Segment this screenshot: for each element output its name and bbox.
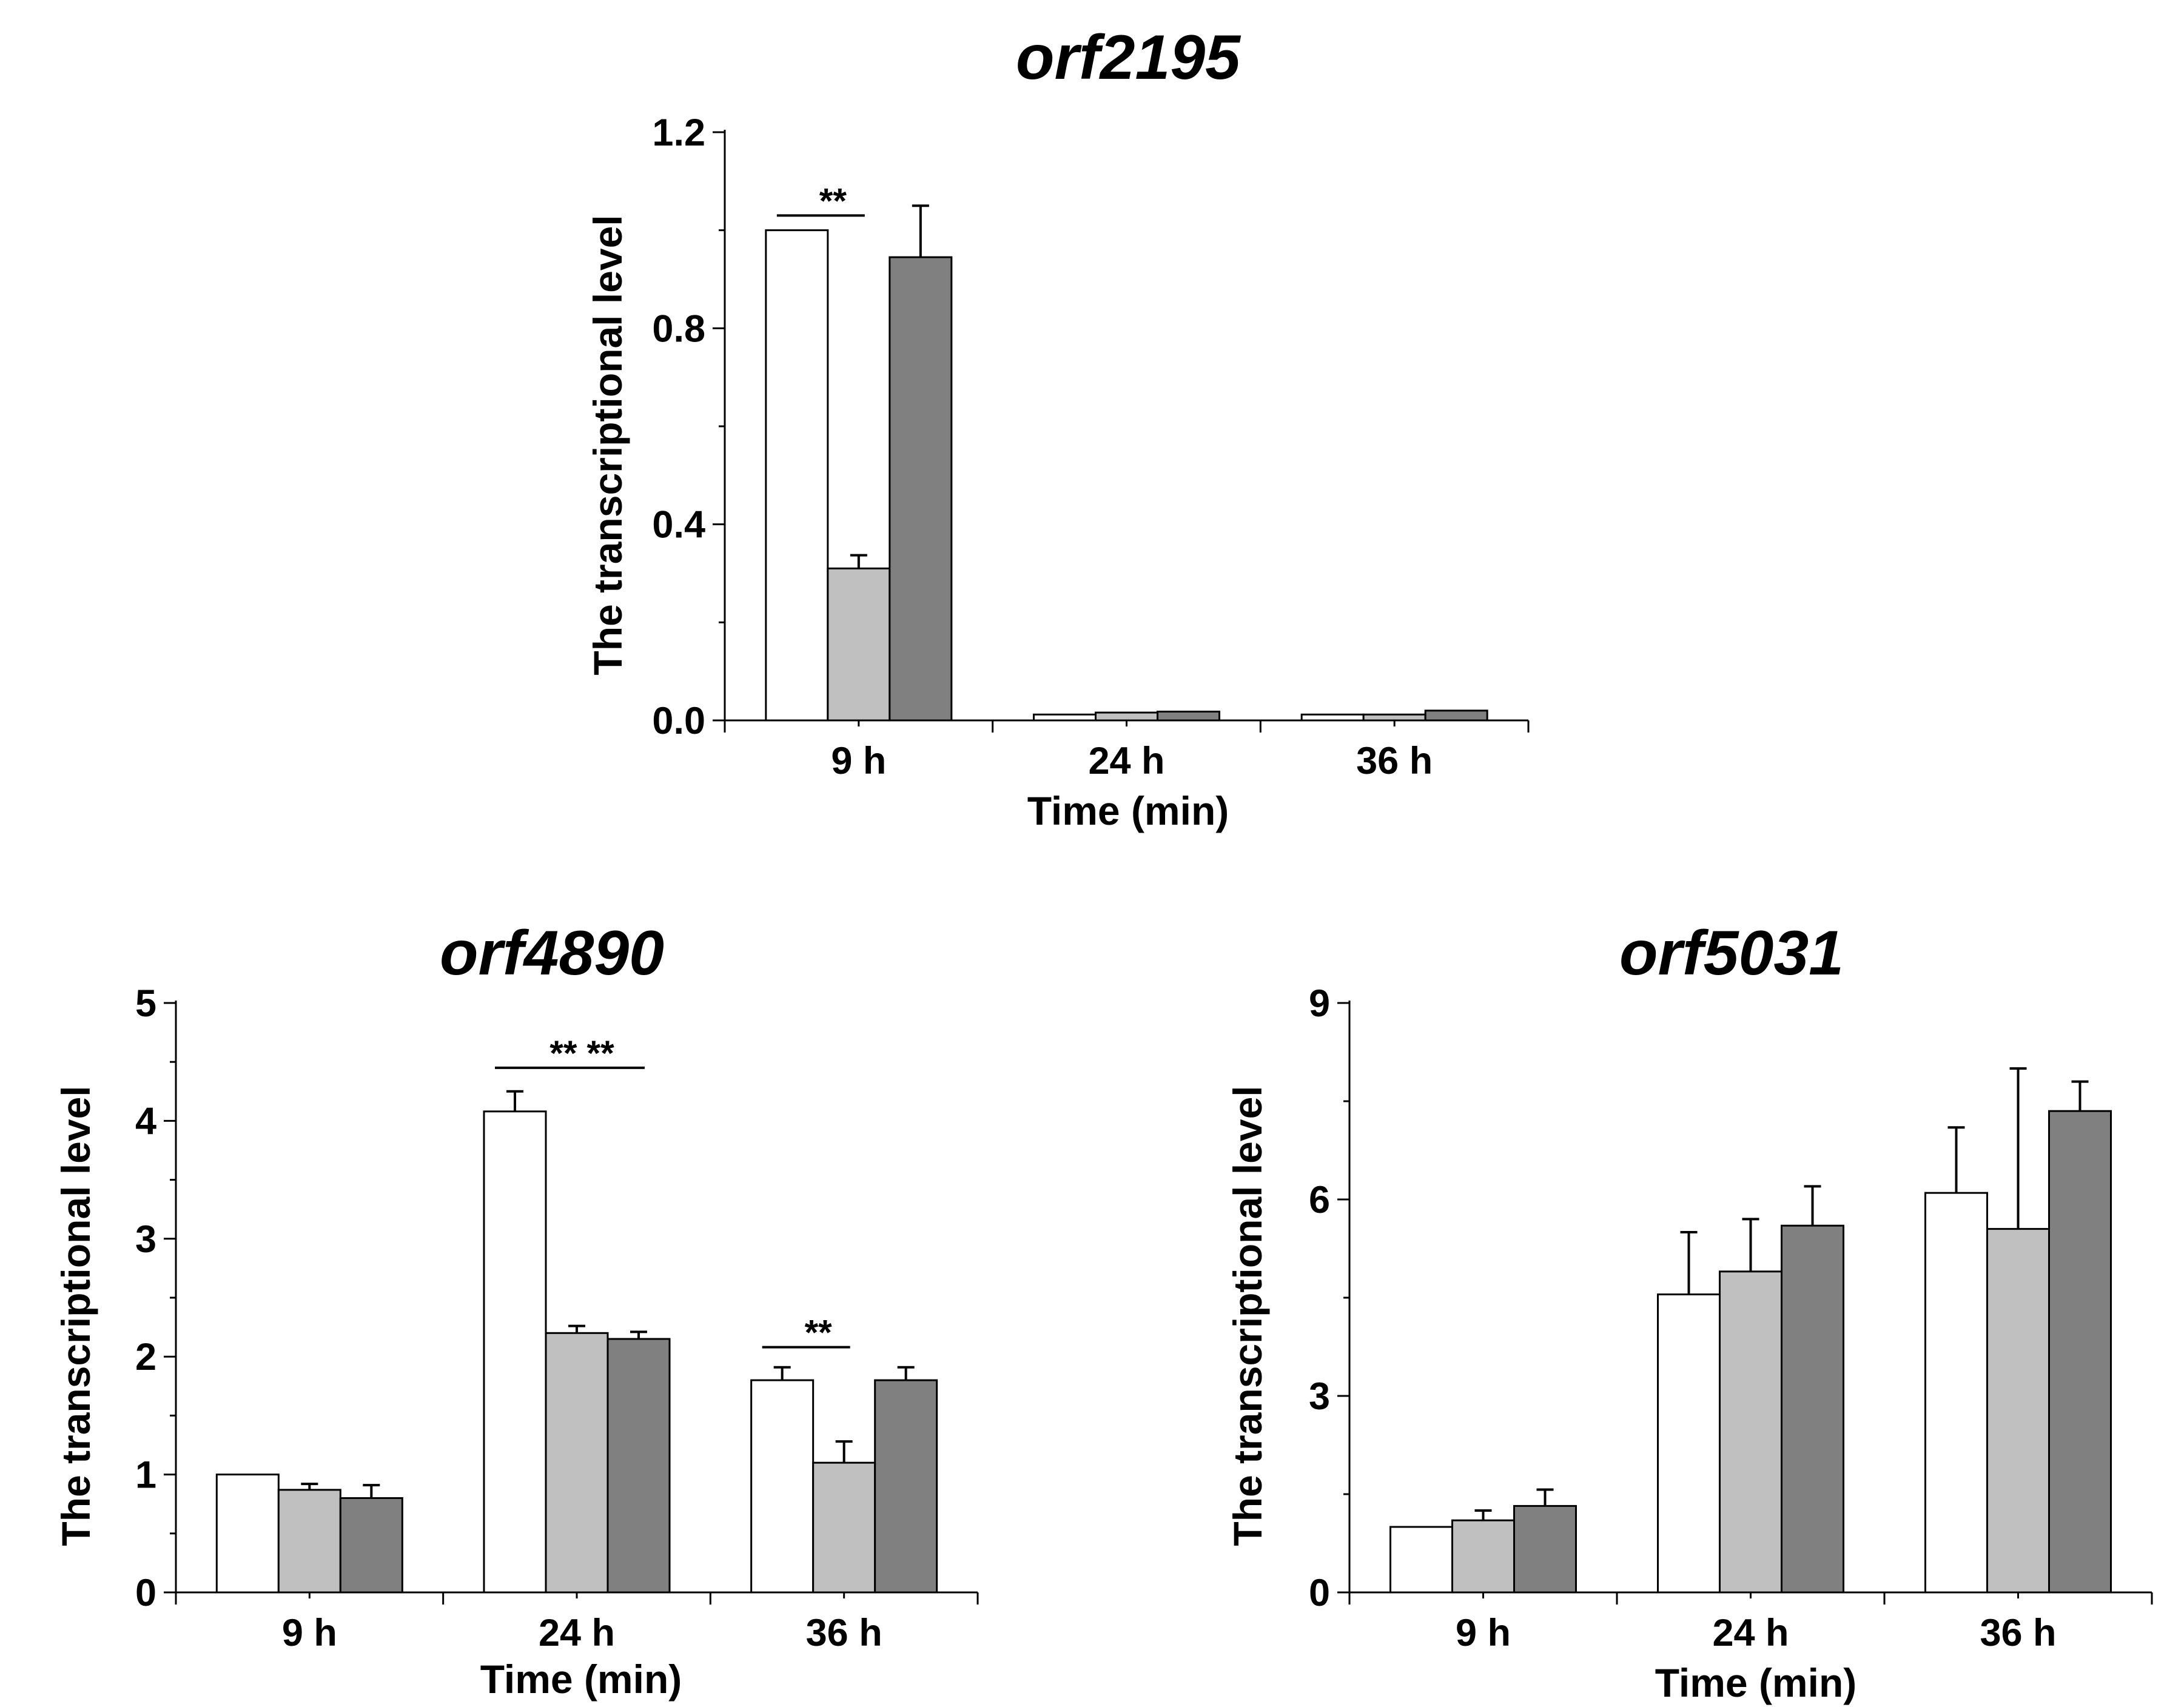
y-tick-label: 1 xyxy=(135,1454,156,1497)
y-tick-label: 6 xyxy=(1309,1179,1330,1221)
bar xyxy=(1513,1504,1577,1594)
x-axis-label: Time (min) xyxy=(1655,1660,1856,1705)
y-tick-label: 1.2 xyxy=(652,112,705,154)
bar xyxy=(874,1379,938,1594)
x-tick-label: 9 h xyxy=(282,1612,337,1654)
y-tick-label: 0.0 xyxy=(652,700,705,742)
bar xyxy=(606,1338,671,1594)
error-bar-group xyxy=(301,1090,915,1498)
bar xyxy=(812,1461,876,1594)
chart-title: orf2195 xyxy=(1016,22,1242,93)
axes: 0.0 0.4 0.8 1.2 9 h 24 h 36 h xyxy=(652,112,1530,782)
bar xyxy=(2048,1110,2112,1594)
bar xyxy=(889,256,953,722)
bar xyxy=(215,1474,280,1594)
bar xyxy=(1986,1228,2050,1594)
bar xyxy=(750,1379,815,1594)
y-axis-label: The transcriptional level xyxy=(585,215,630,675)
significance-marker: ** xyxy=(819,181,847,221)
bar xyxy=(1424,709,1488,722)
bar xyxy=(1781,1224,1844,1594)
bar-group xyxy=(765,229,1488,722)
x-tick-label: 36 h xyxy=(1980,1612,2056,1654)
bar xyxy=(483,1110,547,1594)
significance-group: ** xyxy=(776,181,865,221)
y-tick-label: 2 xyxy=(135,1336,156,1378)
bar xyxy=(1719,1270,1782,1594)
x-tick-label: 36 h xyxy=(806,1612,882,1654)
bar xyxy=(1451,1519,1515,1594)
axes: 0 3 6 9 9 h 24 h 36 h xyxy=(1309,982,2153,1654)
y-tick-label: 9 xyxy=(1309,982,1330,1025)
significance-group: ** ** ** xyxy=(495,1034,850,1353)
bar-group xyxy=(215,1110,938,1594)
y-axis-label: The transcriptional level xyxy=(1225,1085,1270,1546)
y-tick-label: 0 xyxy=(135,1572,156,1614)
bar xyxy=(1924,1192,1988,1594)
y-tick-label: 3 xyxy=(1309,1375,1330,1418)
x-tick-label: 9 h xyxy=(831,740,886,782)
axes: 0 1 2 3 4 5 9 h 24 h 36 h xyxy=(135,982,979,1654)
bar xyxy=(277,1489,341,1594)
x-tick-label: 24 h xyxy=(1712,1612,1789,1654)
bar xyxy=(765,229,829,722)
bar xyxy=(1657,1293,1721,1594)
y-tick-label: 0 xyxy=(1309,1572,1330,1614)
bar xyxy=(1389,1526,1453,1594)
y-tick-label: 3 xyxy=(135,1218,156,1261)
y-tick-label: 0.8 xyxy=(652,307,705,350)
significance-marker: ** ** xyxy=(549,1034,614,1073)
x-tick-label: 24 h xyxy=(539,1612,615,1654)
chart-title: orf4890 xyxy=(440,918,664,988)
y-tick-label: 0.4 xyxy=(652,504,705,546)
error-bar-group xyxy=(1474,1067,2089,1521)
chart-title: orf5031 xyxy=(1619,918,1844,988)
y-tick-label: 5 xyxy=(135,982,156,1025)
y-tick-label: 4 xyxy=(135,1100,156,1142)
x-tick-label: 36 h xyxy=(1356,740,1433,782)
x-axis-label: Time (min) xyxy=(1027,788,1229,833)
chart-orf5031: orf5031 The transcriptional level Time (… xyxy=(1225,918,2153,1705)
error-bar-group xyxy=(850,204,929,569)
bar xyxy=(545,1332,609,1594)
x-tick-label: 9 h xyxy=(1456,1612,1511,1654)
chart-orf4890: orf4890 The transcriptional level Time (… xyxy=(53,918,979,1702)
bar xyxy=(827,567,891,722)
chart-orf2195: orf2195 The transcriptional level Time (… xyxy=(585,22,1530,833)
significance-marker: ** xyxy=(805,1313,833,1353)
x-axis-label: Time (min) xyxy=(480,1657,682,1702)
bar xyxy=(1095,711,1158,722)
x-tick-label: 24 h xyxy=(1088,740,1164,782)
bar xyxy=(1157,710,1220,722)
y-axis-label: The transcriptional level xyxy=(53,1085,98,1546)
bar xyxy=(339,1497,403,1594)
